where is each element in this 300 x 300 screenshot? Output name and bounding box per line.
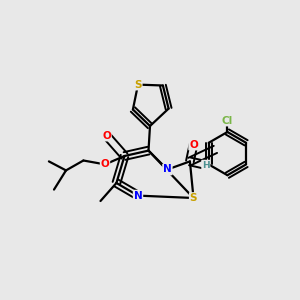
Text: N: N <box>134 190 142 201</box>
Text: O: O <box>189 140 198 150</box>
Text: H: H <box>202 160 210 169</box>
Text: S: S <box>190 193 197 203</box>
Text: O: O <box>102 130 111 141</box>
Text: Cl: Cl <box>222 116 233 126</box>
Text: O: O <box>100 159 109 170</box>
Text: S: S <box>134 80 142 90</box>
Text: N: N <box>163 164 172 175</box>
